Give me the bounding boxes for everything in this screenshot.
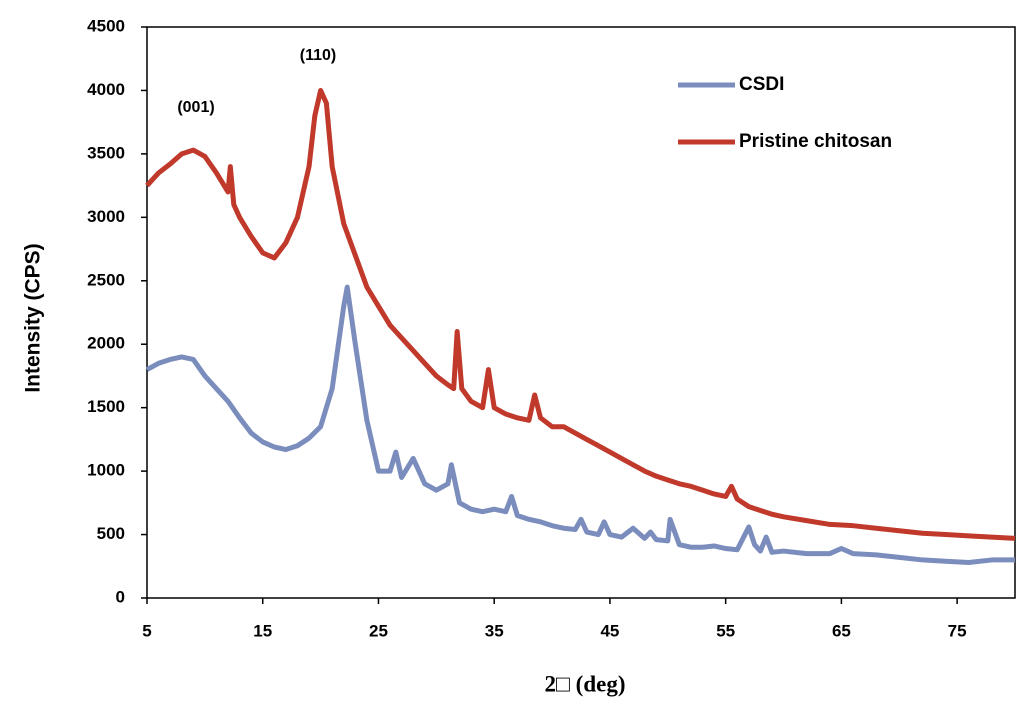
y-tick-label: 2500	[87, 270, 125, 289]
y-tick-label: 3500	[87, 143, 125, 162]
y-tick-label: 0	[116, 587, 125, 606]
data-line	[145, 87, 1016, 541]
y-tick-label: 1500	[87, 397, 125, 416]
x-tick-label: 15	[253, 621, 272, 640]
x-tick-label: 35	[485, 621, 504, 640]
y-tick-label: 4000	[87, 80, 125, 99]
x-tick-label: 75	[948, 621, 967, 640]
y-tick-label: 3000	[87, 207, 125, 226]
x-tick-label: 45	[600, 621, 619, 640]
y-tick-label: 4500	[87, 16, 125, 35]
y-tick-label: 2000	[87, 334, 125, 353]
y-tick-label: 1000	[87, 461, 125, 480]
x-tick-label: 25	[369, 621, 388, 640]
legend-label: CSDI	[739, 74, 784, 95]
annotation: (110)	[300, 47, 336, 64]
y-axis-title: Intensity (CPS)	[22, 243, 45, 392]
plot-frame	[146, 26, 1016, 599]
y-tick-label: 500	[97, 524, 125, 543]
legend-label: Pristine chitosan	[739, 131, 892, 152]
x-tick-label: 5	[142, 621, 151, 640]
data-line	[145, 284, 1015, 565]
x-tick-label: 65	[832, 621, 851, 640]
annotation: (001)	[177, 99, 214, 116]
x-tick-label: 55	[716, 621, 735, 640]
x-axis-title: 2□ (deg)	[545, 671, 626, 696]
